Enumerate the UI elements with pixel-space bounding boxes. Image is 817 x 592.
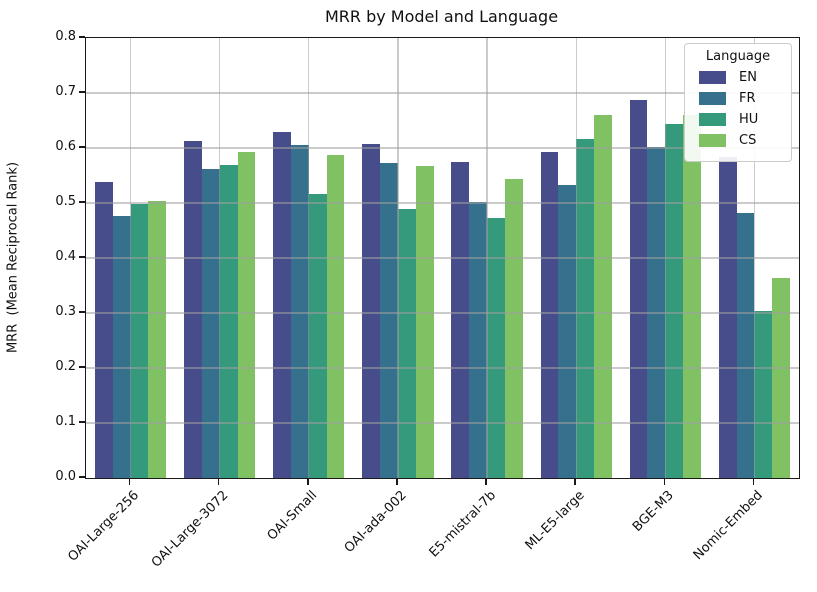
horizontal-gridline [86, 147, 799, 149]
y-tick-mark [79, 256, 85, 258]
bar-OAI-Small-FR [290, 145, 309, 478]
bar-ML-E5-large-CS [594, 115, 612, 478]
bar-ML-E5-large-EN [540, 152, 559, 478]
bar-OAI-Large-256-HU [130, 204, 149, 478]
bar-E5-mistral-7b-HU [487, 218, 505, 478]
bar-OAI-Large-3072-FR [201, 169, 220, 478]
legend-entry-HU: HU [699, 112, 781, 127]
horizontal-gridline [86, 257, 799, 259]
legend-swatch-EN [699, 71, 726, 84]
x-tick-label-OAI-ada-002: OAI-ada-002 [341, 488, 410, 556]
legend-label-FR: FR [739, 91, 756, 106]
legend-label-EN: EN [739, 70, 757, 85]
y-tick-mark [79, 146, 85, 148]
y-tick-label: 0.6 [55, 139, 76, 154]
legend-entry-FR: FR [699, 91, 781, 106]
legend: Language EN FR HU CS [684, 43, 792, 162]
bar-OAI-ada-002-EN [362, 144, 381, 478]
legend-entry-CS: CS [699, 133, 781, 148]
bar-Nomic-Embed-CS [772, 278, 791, 478]
x-tick-mark [128, 479, 131, 485]
legend-title: Language [705, 49, 771, 64]
x-tick-label-OAI-Large-3072: OAI-Large-3072 [148, 488, 232, 571]
y-tick-label: 0.3 [55, 304, 76, 319]
y-tick-label: 0.7 [55, 84, 76, 99]
y-tick-mark [79, 476, 85, 478]
bar-Nomic-Embed-HU [754, 310, 773, 478]
x-tick-label-Nomic-Embed: Nomic-Embed [690, 488, 767, 564]
bar-OAI-Large-256-CS [148, 200, 167, 478]
bar-E5-mistral-7b-CS [504, 178, 523, 478]
vertical-gridline [219, 38, 221, 478]
x-tick-mark [663, 479, 665, 485]
plot-area: Language EN FR HU CS [85, 37, 800, 479]
legend-swatch-CS [699, 134, 726, 147]
bar-OAI-Small-HU [308, 193, 327, 478]
bar-OAI-Large-3072-HU [219, 164, 238, 478]
legend-label-HU: HU [739, 112, 759, 127]
y-tick-mark [79, 201, 85, 203]
x-tick-label-ML-E5-large: ML-E5-large [522, 488, 588, 554]
horizontal-gridline [86, 367, 799, 369]
y-tick-label: 0.4 [55, 249, 76, 264]
vertical-gridline [129, 38, 132, 478]
y-tick-mark [79, 91, 85, 93]
vertical-gridline [308, 38, 310, 478]
horizontal-gridline [86, 312, 799, 314]
x-tick-mark [307, 479, 309, 485]
x-tick-label-OAI-Small: OAI-Small [264, 488, 321, 544]
horizontal-gridline [86, 202, 799, 204]
vertical-gridline [397, 38, 399, 478]
y-tick-label: 0.0 [55, 469, 76, 484]
chart-title: MRR by Model and Language [324, 7, 559, 26]
bar-BGE-M3-CS [683, 115, 701, 478]
bar-OAI-Large-3072-EN [184, 141, 202, 478]
x-tick-label-E5-mistral-7b: E5-mistral-7b [426, 488, 499, 561]
bar-OAI-ada-002-FR [380, 162, 398, 478]
x-tick-label-BGE-M3: BGE-M3 [630, 488, 677, 535]
vertical-gridline [575, 38, 577, 478]
x-tick-mark [396, 479, 398, 485]
legend-entries: EN FR HU CS [695, 70, 781, 148]
y-tick-mark [79, 311, 85, 313]
bar-OAI-Large-3072-CS [237, 151, 256, 478]
y-tick-label: 0.5 [55, 194, 76, 209]
bar-BGE-M3-HU [665, 123, 684, 478]
legend-swatch-HU [699, 113, 726, 126]
y-tick-label: 0.8 [55, 29, 76, 44]
bar-E5-mistral-7b-FR [469, 202, 488, 478]
bar-OAI-Large-256-EN [94, 182, 113, 478]
horizontal-gridline [86, 92, 799, 94]
bar-OAI-Large-256-FR [112, 215, 131, 478]
bar-ML-E5-large-HU [576, 138, 594, 478]
bar-Nomic-Embed-FR [736, 213, 755, 478]
x-tick-label-OAI-Large-256: OAI-Large-256 [65, 488, 143, 565]
bar-OAI-ada-002-CS [415, 165, 434, 478]
x-tick-mark [574, 479, 576, 485]
bar-OAI-Small-CS [326, 154, 345, 478]
vertical-gridline [664, 38, 666, 478]
legend-swatch-FR [699, 92, 726, 105]
y-tick-mark [79, 366, 85, 368]
bar-ML-E5-large-FR [558, 184, 577, 478]
bar-Nomic-Embed-EN [718, 156, 737, 478]
x-tick-mark [217, 479, 220, 485]
x-tick-mark [485, 479, 487, 485]
y-tick-label: 0.1 [55, 414, 76, 429]
horizontal-gridline [86, 422, 799, 424]
y-tick-mark [79, 36, 85, 38]
bar-OAI-Small-EN [273, 132, 291, 478]
bar-E5-mistral-7b-EN [451, 162, 470, 478]
legend-entry-EN: EN [699, 70, 781, 85]
vertical-gridline [486, 38, 488, 478]
vertical-gridline [753, 38, 756, 478]
legend-label-CS: CS [739, 133, 757, 148]
y-tick-label: 0.2 [55, 359, 76, 374]
bar-BGE-M3-EN [629, 100, 648, 478]
x-tick-mark [752, 479, 755, 485]
y-tick-mark [79, 421, 85, 423]
bar-OAI-ada-002-HU [397, 208, 416, 478]
